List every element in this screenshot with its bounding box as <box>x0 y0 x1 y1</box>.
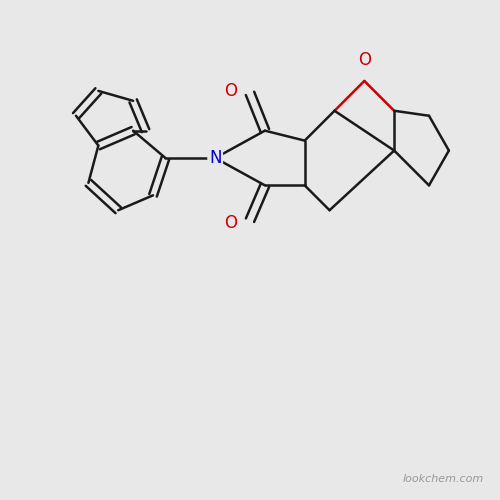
Text: O: O <box>224 82 237 100</box>
Text: O: O <box>358 50 371 68</box>
Text: lookchem.com: lookchem.com <box>402 474 483 484</box>
Text: N: N <box>209 149 222 167</box>
Text: O: O <box>224 214 237 232</box>
